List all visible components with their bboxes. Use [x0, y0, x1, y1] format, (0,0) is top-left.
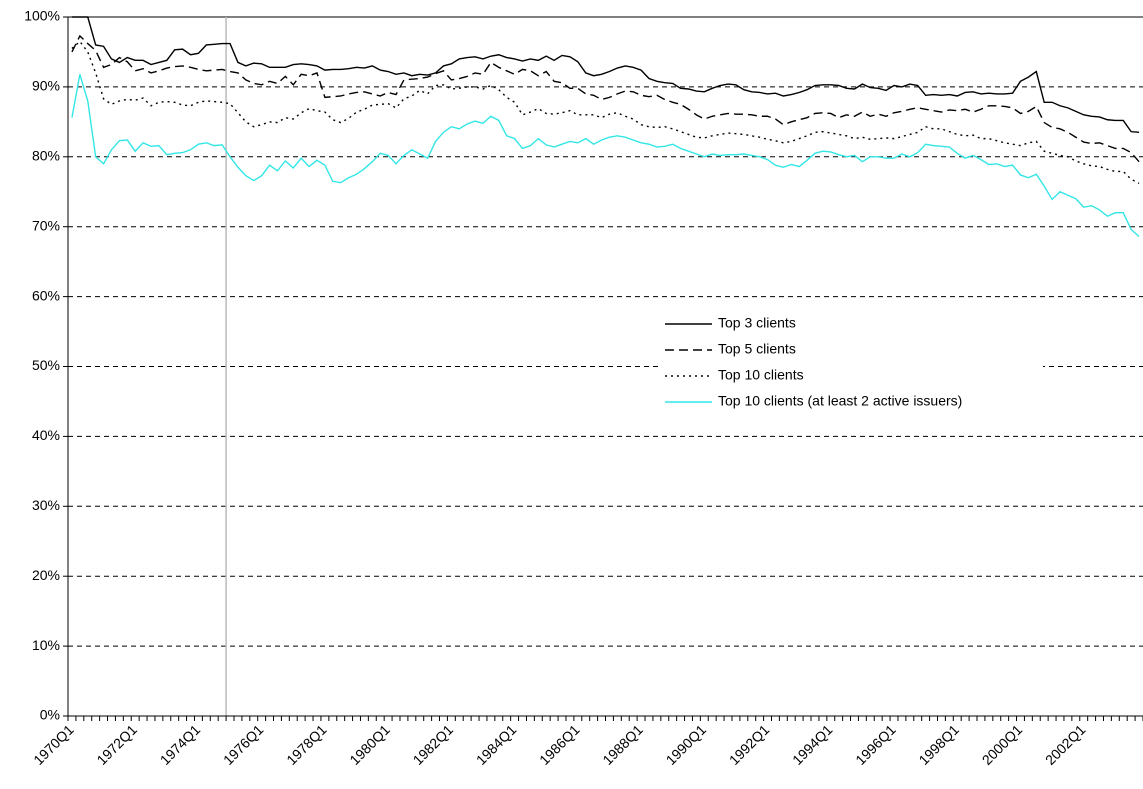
- legend-label: Top 3 clients: [718, 315, 796, 331]
- x-tick-label: 1980Q1: [346, 721, 393, 768]
- y-tick-label: 60%: [32, 287, 60, 303]
- x-tick-label: 1994Q1: [789, 721, 836, 768]
- y-tick-label: 0%: [40, 707, 60, 723]
- x-tick-label: 1970Q1: [30, 721, 77, 768]
- legend-label: Top 10 clients: [718, 367, 804, 383]
- y-tick-label: 40%: [32, 427, 60, 443]
- x-tick-label: 1998Q1: [915, 721, 962, 768]
- series-line: [71, 34, 1140, 163]
- series-line: [71, 16, 1140, 134]
- y-tick-label: 80%: [32, 148, 60, 164]
- legend-label: Top 10 clients (at least 2 active issuer…: [718, 393, 962, 409]
- x-tick-label: 1976Q1: [220, 721, 267, 768]
- x-tick-label: 1996Q1: [852, 721, 899, 768]
- x-tick-label: 1974Q1: [157, 721, 204, 768]
- series-line: [71, 40, 1140, 184]
- x-tick-label: 1978Q1: [283, 721, 330, 768]
- y-tick-label: 20%: [32, 567, 60, 583]
- y-tick-label: 70%: [32, 217, 60, 233]
- y-tick-label: 30%: [32, 497, 60, 513]
- y-tick-label: 90%: [32, 78, 60, 94]
- x-tick-label: 1986Q1: [536, 721, 583, 768]
- series-line: [71, 74, 1140, 238]
- y-tick-label: 50%: [32, 357, 60, 373]
- x-tick-label: 1988Q1: [599, 721, 646, 768]
- x-tick-label: 1992Q1: [726, 721, 773, 768]
- y-tick-label: 100%: [24, 8, 60, 24]
- x-tick-label: 2000Q1: [979, 721, 1026, 768]
- legend-box: [658, 310, 1043, 414]
- x-tick-label: 2002Q1: [1042, 721, 1089, 768]
- y-tick-label: 10%: [32, 637, 60, 653]
- x-tick-label: 1984Q1: [473, 721, 520, 768]
- x-tick-label: 1990Q1: [663, 721, 710, 768]
- legend-label: Top 5 clients: [718, 341, 796, 357]
- x-tick-label: 1972Q1: [93, 721, 140, 768]
- x-tick-label: 1982Q1: [410, 721, 457, 768]
- legend: Top 3 clients Top 5 clients Top 10 clients…: [658, 310, 1043, 414]
